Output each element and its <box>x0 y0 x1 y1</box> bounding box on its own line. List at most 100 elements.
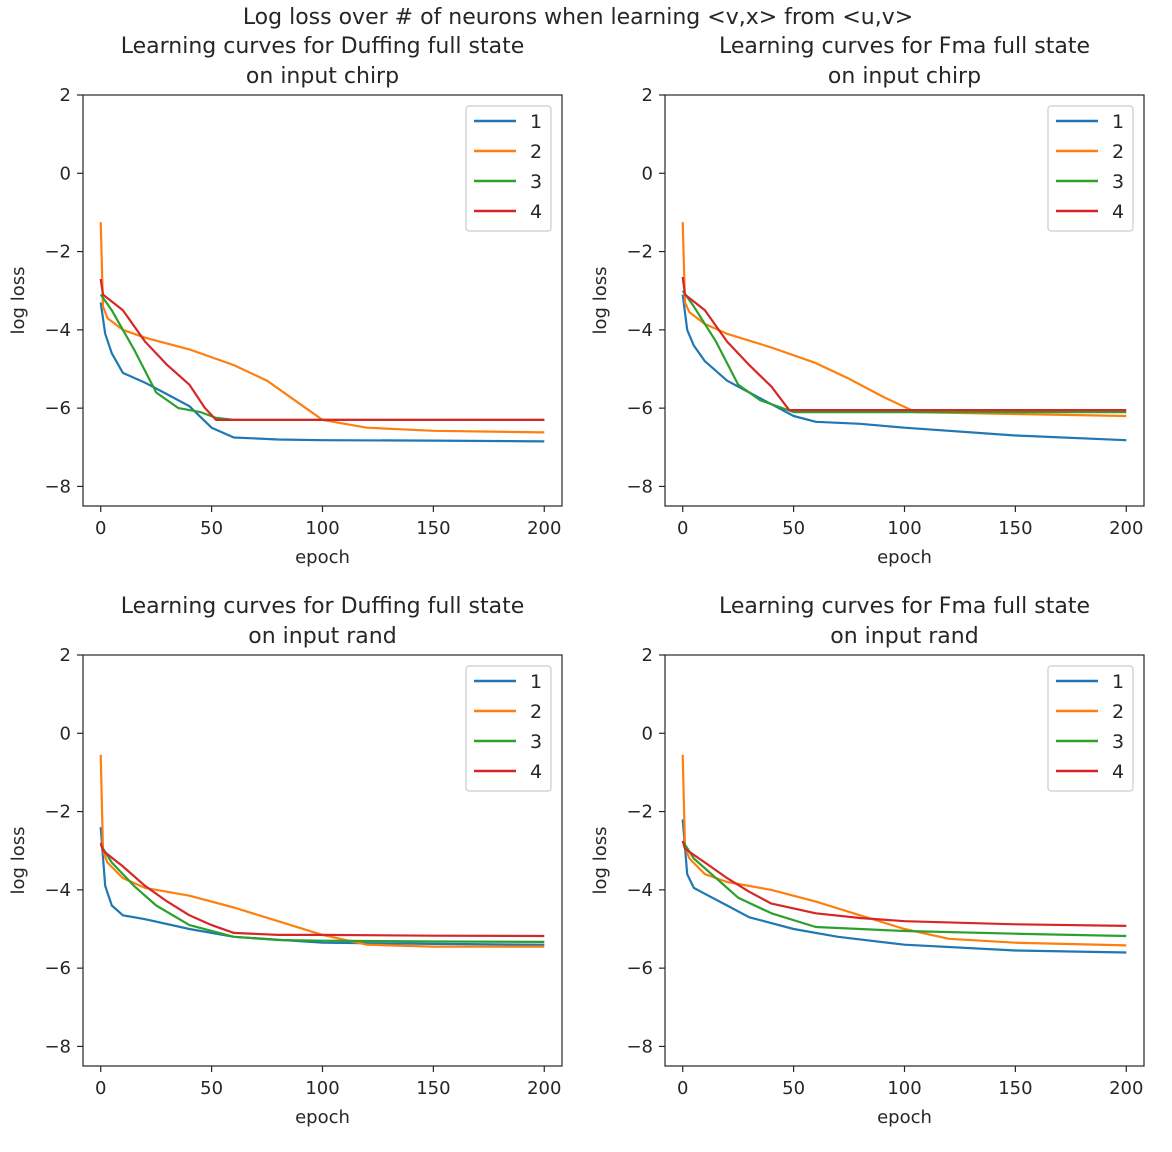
y-tick-label: 2 <box>642 645 653 666</box>
y-tick-label: −4 <box>626 880 653 901</box>
x-tick-label: 200 <box>527 518 561 539</box>
y-tick-label: −8 <box>626 476 653 497</box>
legend-label-3: 3 <box>530 731 542 753</box>
y-tick-label: −6 <box>626 958 653 979</box>
chart-title: Learning curves for Fma full state on inp… <box>719 594 1090 649</box>
y-tick-label: 0 <box>60 723 71 744</box>
series-line-3 <box>99 293 545 421</box>
legend-box <box>465 105 552 232</box>
series-line-2 <box>99 222 545 434</box>
x-tick-label: 0 <box>677 1078 688 1099</box>
legend-label-1: 1 <box>1112 111 1124 133</box>
x-tick-label: 0 <box>95 1078 106 1099</box>
chart-title-line: on input rand <box>830 624 978 649</box>
chart-panel-2: Learning curves for Fma full state on inp… <box>590 34 1145 568</box>
y-axis-label: log loss <box>590 827 611 895</box>
chart-panel-4: Learning curves for Fma full state on inp… <box>590 594 1145 1128</box>
x-tick-label: 150 <box>998 1078 1032 1099</box>
x-tick-label: 200 <box>1109 518 1143 539</box>
legend-label-2: 2 <box>530 701 542 723</box>
chart-title-line: on input chirp <box>246 64 399 89</box>
x-tick-label: 100 <box>305 518 339 539</box>
y-tick-label: −8 <box>44 1036 71 1057</box>
series-group <box>681 754 1127 954</box>
y-axis-label: log loss <box>8 827 29 895</box>
legend-label-3: 3 <box>1112 731 1124 753</box>
y-tick-label: −4 <box>44 320 71 341</box>
y-tick-label: 0 <box>642 163 653 184</box>
series-line-4 <box>99 842 545 938</box>
figure-title: Log loss over # of neurons when learning… <box>243 5 913 30</box>
x-tick-label: 200 <box>527 1078 561 1099</box>
series-group <box>99 222 545 443</box>
x-axis-label: epoch <box>295 1107 350 1128</box>
series-line-3 <box>99 844 545 944</box>
chart-title-line: Learning curves for Fma full state <box>719 594 1090 619</box>
x-tick-label: 50 <box>782 518 805 539</box>
series-group <box>99 754 545 948</box>
legend-label-3: 3 <box>1112 171 1124 193</box>
chart-title-line: Learning curves for Duffing full state <box>121 34 525 59</box>
legend: 1 2 3 4 <box>465 665 552 792</box>
y-tick-label: −4 <box>626 320 653 341</box>
x-tick-label: 0 <box>95 518 106 539</box>
x-tick-label: 50 <box>782 1078 805 1099</box>
chart-title: Learning curves for Fma full state on inp… <box>719 34 1090 89</box>
legend-label-1: 1 <box>530 111 542 133</box>
chart-panel-1: Learning curves for Duffing full state on… <box>8 34 563 568</box>
y-tick-label: −8 <box>44 476 71 497</box>
y-tick-label: −2 <box>626 242 653 263</box>
legend-label-4: 4 <box>1112 201 1124 223</box>
x-tick-label: 150 <box>416 1078 450 1099</box>
series-line-4 <box>681 276 1127 412</box>
y-tick-label: −6 <box>44 958 71 979</box>
x-axis-label: epoch <box>295 547 350 568</box>
x-tick-label: 50 <box>200 518 223 539</box>
chart-title: Learning curves for Duffing full state on… <box>121 594 525 649</box>
series-line-1 <box>681 294 1127 442</box>
x-tick-label: 150 <box>998 518 1032 539</box>
chart-title-line: Learning curves for Fma full state <box>719 34 1090 59</box>
chart-panel-3: Learning curves for Duffing full state on… <box>8 594 563 1128</box>
y-axis-label: log loss <box>8 267 29 335</box>
x-tick-label: 100 <box>887 518 921 539</box>
x-tick-label: 0 <box>677 518 688 539</box>
legend-label-2: 2 <box>1112 141 1124 163</box>
legend-label-2: 2 <box>530 141 542 163</box>
series-line-2 <box>99 754 545 948</box>
y-axis-label: log loss <box>590 267 611 335</box>
series-group <box>681 222 1127 442</box>
legend-box <box>1047 665 1134 792</box>
y-tick-label: −6 <box>44 398 71 419</box>
x-axis-label: epoch <box>877 1107 932 1128</box>
y-tick-label: −6 <box>626 398 653 419</box>
x-tick-label: 150 <box>416 518 450 539</box>
series-line-1 <box>99 302 545 443</box>
y-tick-label: 2 <box>60 85 71 106</box>
legend-label-4: 4 <box>530 201 542 223</box>
y-tick-label: 2 <box>60 645 71 666</box>
series-line-2 <box>681 222 1127 418</box>
y-tick-label: −8 <box>626 1036 653 1057</box>
chart-title-line: on input rand <box>248 624 396 649</box>
y-tick-label: −2 <box>44 242 71 263</box>
chart-title-line: on input chirp <box>828 64 981 89</box>
series-line-3 <box>681 840 1127 938</box>
y-tick-label: −2 <box>626 802 653 823</box>
legend: 1 2 3 4 <box>1047 665 1134 792</box>
y-tick-label: −2 <box>44 802 71 823</box>
legend-label-1: 1 <box>530 671 542 693</box>
y-tick-label: 0 <box>60 163 71 184</box>
y-tick-label: 0 <box>642 723 653 744</box>
series-line-2 <box>681 754 1127 947</box>
series-line-4 <box>681 840 1127 927</box>
y-tick-label: −4 <box>44 880 71 901</box>
legend: 1 2 3 4 <box>465 105 552 232</box>
legend-label-1: 1 <box>1112 671 1124 693</box>
series-line-4 <box>99 278 545 421</box>
legend-label-2: 2 <box>1112 701 1124 723</box>
chart-title: Learning curves for Duffing full state on… <box>121 34 525 89</box>
series-line-1 <box>681 819 1127 954</box>
